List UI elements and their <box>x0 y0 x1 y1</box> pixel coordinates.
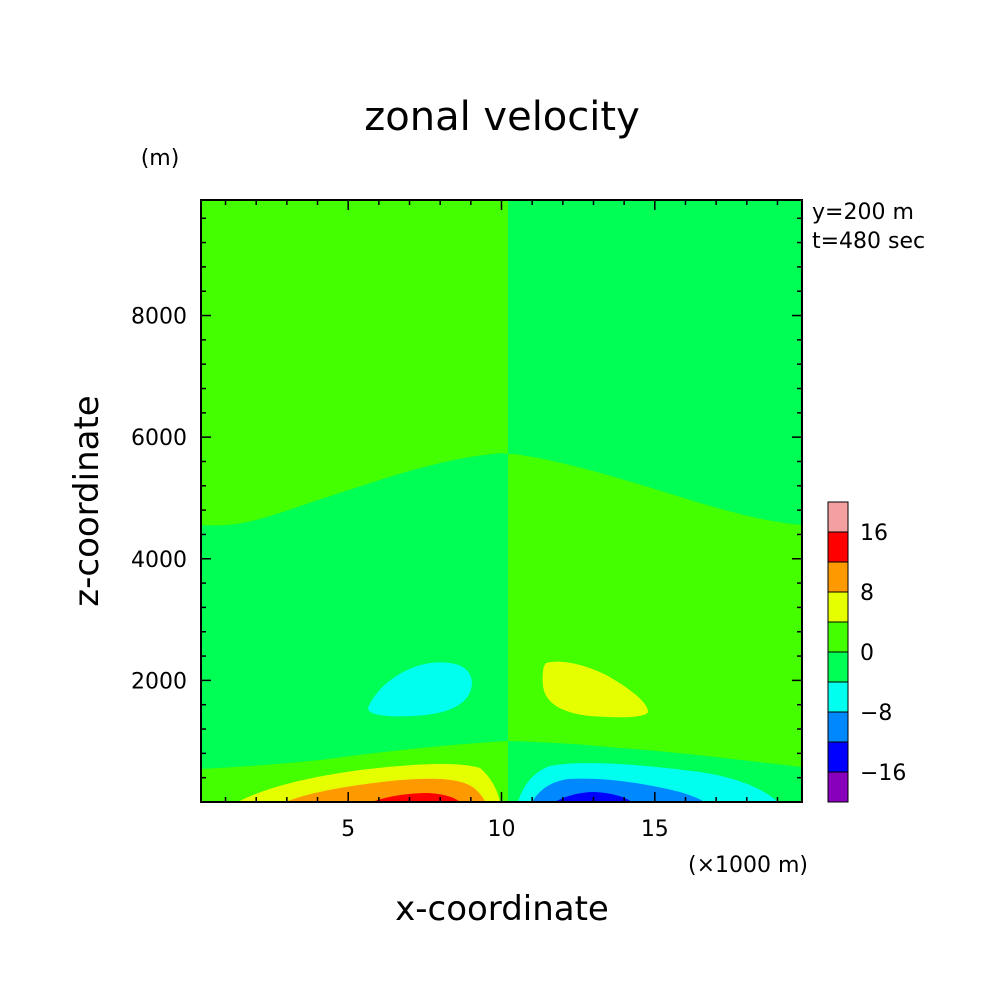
y-tick-label: 6000 <box>131 426 187 451</box>
region-left-cell <box>368 662 472 717</box>
region-left-lobe-12-16 <box>372 793 460 802</box>
colorbar-label: −16 <box>860 761 906 786</box>
x-unit-label: (×1000 m) <box>688 853 808 878</box>
y-tick-label: 8000 <box>131 305 187 330</box>
colorbar-swatch <box>827 561 849 593</box>
colorbar-swatch <box>827 531 849 563</box>
colorbar-label: −8 <box>860 701 892 726</box>
colorbar-swatch <box>827 771 849 803</box>
region-right-cell <box>542 661 648 718</box>
colorbar-swatch <box>827 591 849 623</box>
colorbar-swatch <box>827 501 849 533</box>
colorbar-label: 16 <box>860 521 888 546</box>
annotation-y: y=200 m <box>812 200 914 225</box>
colorbar-swatch <box>827 681 849 713</box>
y-axis-label: z-coordinate <box>67 395 107 606</box>
contour-fills <box>201 200 802 802</box>
x-tick-label: 10 <box>488 817 516 842</box>
colorbar-swatch <box>827 651 849 683</box>
x-axis-ticks: 5 10 15 <box>224 200 779 842</box>
colorbar-label: 0 <box>860 641 874 666</box>
x-axis-label: x-coordinate <box>395 889 609 929</box>
colorbar-swatch <box>827 621 849 653</box>
y-tick-label: 2000 <box>131 669 187 694</box>
annotation-t: t=480 sec <box>812 229 925 254</box>
chart-title: zonal velocity <box>364 94 640 140</box>
x-tick-label: 15 <box>641 817 669 842</box>
colorbar: 16 8 0 −8 −16 <box>827 501 906 803</box>
x-tick-label: 5 <box>341 817 355 842</box>
y-unit-label: (m) <box>141 146 180 171</box>
y-tick-label: 4000 <box>131 548 187 573</box>
y-axis-ticks: 2000 4000 6000 8000 <box>131 217 802 779</box>
colorbar-swatch <box>827 741 849 773</box>
colorbar-label: 8 <box>860 581 874 606</box>
colorbar-swatch <box>827 711 849 743</box>
